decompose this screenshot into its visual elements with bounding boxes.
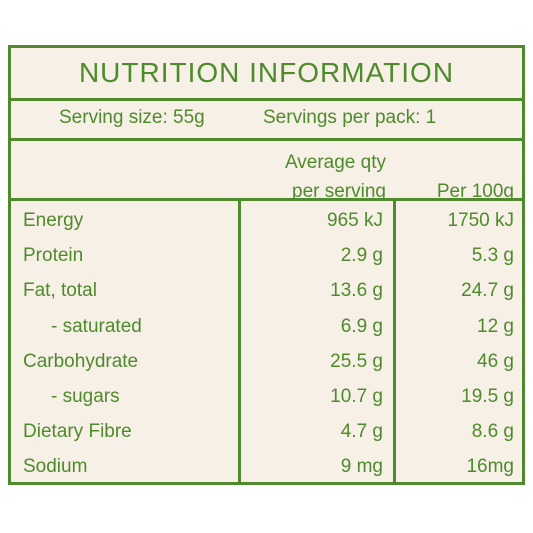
column-divider	[238, 201, 241, 482]
nutrient-value: 5.3 g	[471, 245, 514, 267]
nutrient-name: Protein	[23, 245, 84, 267]
nutrient-value: 6.9 g	[340, 315, 383, 337]
nutrient-value: 46 g	[477, 350, 514, 372]
column-header: Per 100g	[436, 181, 514, 202]
nutrient-name: Carbohydrate	[23, 350, 139, 372]
nutrient-value: 2.9 g	[340, 245, 383, 267]
divider	[11, 198, 522, 201]
nutrient-value: 10.7 g	[330, 386, 383, 407]
nutrient-value: 9 mg	[340, 456, 383, 478]
nutrient-value: 13.6 g	[330, 280, 383, 302]
column-header: Average qty per serving	[284, 152, 386, 202]
nutrient-value: 24.7 g	[461, 280, 514, 302]
column-divider	[393, 201, 396, 482]
nutrient-value: 965 kJ	[327, 210, 383, 231]
servings-per-pack: Servings per pack: 1	[263, 107, 437, 128]
nutrient-name: Energy	[23, 210, 84, 231]
nutrient-value: 4.7 g	[340, 421, 383, 443]
nutrition-panel: NUTRITION INFORMATION Serving size: 55g …	[8, 45, 525, 485]
nutrient-value: 12 g	[477, 315, 514, 337]
nutrient-value: 19.5 g	[461, 386, 514, 407]
nutrient-name: - sugars	[51, 386, 120, 407]
nutrient-value: 1750 kJ	[447, 210, 514, 231]
nutrient-name: Fat, total	[23, 280, 97, 302]
nutrient-name: - saturated	[51, 315, 142, 337]
divider	[11, 98, 522, 101]
nutrient-value: 25.5 g	[330, 350, 383, 372]
title: NUTRITION INFORMATION	[78, 57, 455, 88]
nutrient-value: 8.6 g	[471, 421, 514, 443]
nutrient-value: 16mg	[466, 456, 514, 478]
nutrient-name: Dietary Fibre	[23, 421, 132, 443]
divider	[11, 138, 522, 141]
serving-size: Serving size: 55g	[59, 107, 205, 128]
nutrient-name: Sodium	[23, 456, 88, 478]
